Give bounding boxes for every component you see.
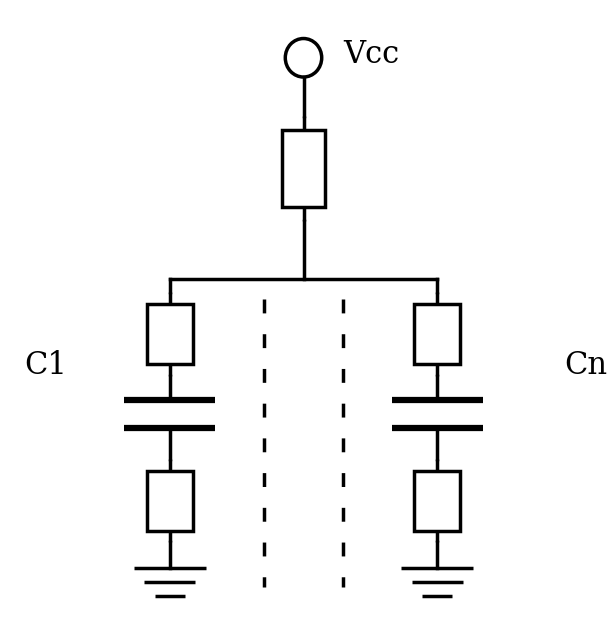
Bar xyxy=(148,471,193,531)
Text: C1: C1 xyxy=(24,351,67,381)
Bar xyxy=(414,304,460,364)
Bar xyxy=(148,304,193,364)
Bar xyxy=(282,130,325,207)
Text: Vcc: Vcc xyxy=(343,39,399,70)
Bar xyxy=(414,471,460,531)
Text: Cn: Cn xyxy=(565,351,607,381)
